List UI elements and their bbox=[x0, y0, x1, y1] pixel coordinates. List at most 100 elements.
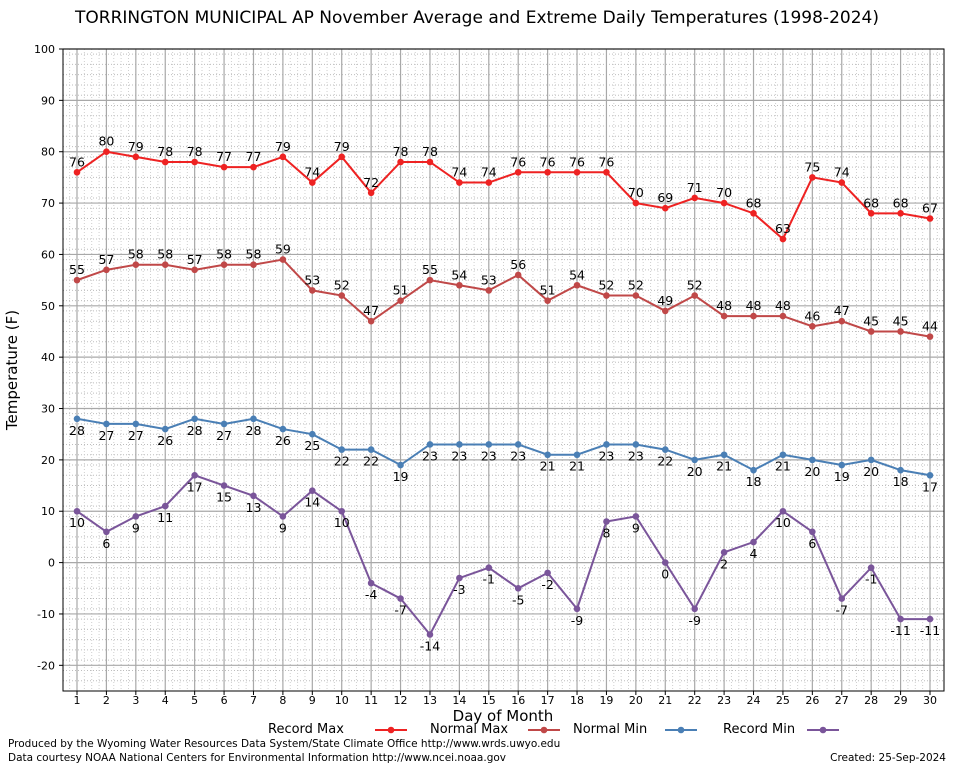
x-tick-label: 23 bbox=[717, 694, 731, 707]
data-label: 19 bbox=[393, 469, 409, 484]
data-label: 18 bbox=[893, 474, 909, 489]
legend-swatch-marker bbox=[387, 726, 395, 734]
data-label: 54 bbox=[451, 267, 467, 282]
data-label: -2 bbox=[541, 577, 553, 592]
y-axis-label: Temperature (F) bbox=[3, 310, 21, 431]
data-label: 58 bbox=[157, 247, 173, 262]
data-point bbox=[103, 266, 110, 274]
data-point bbox=[897, 210, 904, 217]
data-point bbox=[279, 513, 287, 520]
data-label: 47 bbox=[363, 303, 379, 318]
data-point bbox=[250, 492, 257, 500]
data-label: 63 bbox=[775, 221, 791, 236]
data-point bbox=[132, 153, 140, 161]
data-label: 9 bbox=[132, 520, 140, 535]
data-label: 72 bbox=[363, 175, 379, 190]
data-label: 13 bbox=[246, 500, 262, 515]
data-label: 9 bbox=[279, 520, 287, 535]
y-axis-ticks: -20 -10 0 10 20 30 40 50 60 70 80 90 100 bbox=[34, 43, 63, 672]
data-point bbox=[132, 261, 140, 269]
footer-created-date: Created: 25-Sep-2024 bbox=[830, 752, 946, 764]
data-label: 17 bbox=[187, 479, 203, 494]
data-label: 22 bbox=[363, 454, 379, 469]
data-label: 28 bbox=[187, 423, 203, 438]
x-tick-label: 1 bbox=[74, 694, 81, 707]
data-label: 51 bbox=[540, 283, 556, 298]
data-point bbox=[367, 317, 375, 325]
data-point bbox=[367, 446, 375, 453]
data-point bbox=[485, 287, 493, 294]
data-label: -1 bbox=[865, 572, 877, 587]
x-tick-label: 22 bbox=[688, 694, 702, 707]
data-point bbox=[867, 210, 875, 217]
data-label: 26 bbox=[275, 433, 291, 448]
data-label: 53 bbox=[481, 272, 497, 287]
data-label: 21 bbox=[775, 459, 791, 474]
data-point bbox=[632, 441, 640, 448]
data-label: 49 bbox=[657, 293, 673, 308]
x-tick-label: 3 bbox=[132, 694, 139, 707]
x-tick-label: 17 bbox=[541, 694, 555, 707]
data-point bbox=[132, 420, 140, 428]
data-label: 44 bbox=[922, 319, 938, 334]
data-point bbox=[573, 451, 581, 459]
data-point bbox=[544, 297, 551, 304]
data-point bbox=[73, 276, 81, 284]
major-grid bbox=[63, 48, 944, 691]
data-point bbox=[73, 507, 81, 515]
data-point bbox=[867, 564, 875, 572]
data-point bbox=[867, 456, 875, 464]
data-label: 45 bbox=[863, 313, 879, 328]
data-label: 58 bbox=[246, 247, 262, 262]
data-label: 75 bbox=[804, 159, 820, 174]
data-point bbox=[691, 605, 698, 613]
y-tick-label: 80 bbox=[41, 146, 55, 159]
data-point bbox=[897, 466, 904, 474]
x-tick-label: 25 bbox=[776, 694, 790, 707]
data-point bbox=[603, 518, 610, 525]
data-point bbox=[661, 307, 669, 315]
footer-produced-by: Produced by the Wyoming Water Resources … bbox=[8, 738, 561, 750]
series-line bbox=[76, 258, 931, 338]
data-point bbox=[426, 276, 434, 284]
data-label: 68 bbox=[893, 195, 909, 210]
data-point bbox=[779, 507, 787, 515]
data-point bbox=[73, 168, 81, 176]
data-label: 52 bbox=[598, 278, 614, 293]
data-label: 76 bbox=[69, 154, 85, 169]
data-label: 28 bbox=[69, 423, 85, 438]
data-point bbox=[397, 158, 404, 166]
y-tick-label: 50 bbox=[41, 300, 55, 313]
data-point bbox=[632, 199, 640, 207]
data-point bbox=[720, 549, 728, 556]
data-label: 52 bbox=[628, 278, 644, 293]
y-tick-label: 60 bbox=[41, 248, 55, 261]
data-label: 79 bbox=[275, 139, 291, 154]
data-point bbox=[514, 168, 522, 176]
data-point bbox=[926, 471, 934, 479]
data-point bbox=[220, 420, 228, 428]
data-point bbox=[720, 451, 728, 459]
data-point bbox=[250, 415, 257, 423]
x-tick-label: 9 bbox=[309, 694, 316, 707]
data-label: 21 bbox=[569, 459, 585, 474]
data-label: 74 bbox=[834, 165, 850, 180]
data-point bbox=[338, 507, 346, 515]
data-point bbox=[809, 323, 816, 330]
data-label: -7 bbox=[394, 603, 406, 618]
data-label: 78 bbox=[187, 144, 203, 159]
legend-swatch-marker bbox=[819, 726, 827, 734]
data-label: 23 bbox=[510, 448, 526, 463]
data-point bbox=[838, 461, 846, 469]
data-label: 74 bbox=[481, 165, 497, 180]
data-point bbox=[485, 564, 493, 572]
y-tick-label: -10 bbox=[37, 608, 55, 621]
data-point bbox=[514, 271, 522, 279]
x-tick-label: 29 bbox=[894, 694, 908, 707]
footer-data-courtesy: Data courtesy NOAA National Centers for … bbox=[8, 752, 507, 764]
data-point bbox=[897, 615, 904, 623]
data-label: 57 bbox=[98, 252, 114, 267]
data-label: 70 bbox=[716, 185, 732, 200]
x-tick-label: 15 bbox=[482, 694, 496, 707]
